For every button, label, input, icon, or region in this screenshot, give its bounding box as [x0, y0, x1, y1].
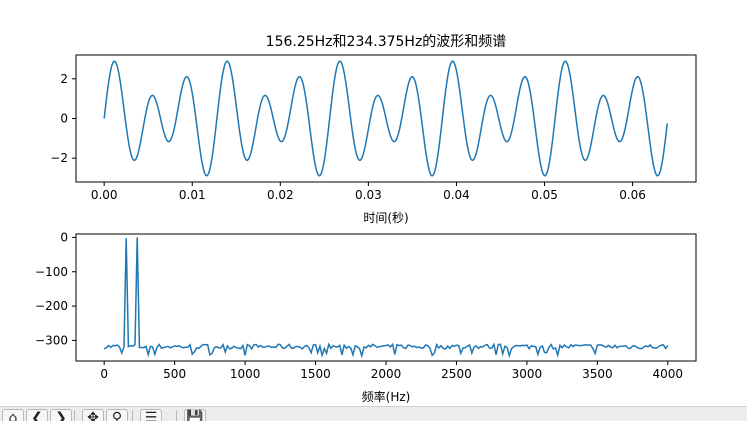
- forward-icon: ❯: [55, 410, 67, 421]
- waveform-xtick-label: 0.03: [355, 188, 382, 202]
- spectrum-xtick-label: 500: [163, 367, 186, 381]
- spectrum-xtick-label: 2500: [441, 367, 472, 381]
- waveform-axes-frame: [75, 54, 697, 183]
- zoom-button[interactable]: ⚲: [106, 409, 128, 421]
- configure-subplots-icon: ☰: [144, 410, 158, 421]
- spectrum-subplot: 0 500 1000 1500 2000 2500 3000 3500 4000 −300 −200…: [35, 230, 697, 404]
- spectrum-ytick-label: −200: [35, 299, 68, 313]
- waveform-xtick-label: 0.00: [91, 188, 118, 202]
- save-icon: 💾: [186, 410, 204, 421]
- home-button[interactable]: ⌂: [2, 409, 24, 421]
- waveform-xtick-label: 0.01: [179, 188, 206, 202]
- spectrum-axes-frame: [75, 233, 697, 362]
- spectrum-ytick-label: −100: [35, 265, 68, 279]
- waveform-xtick-label: 0.02: [267, 188, 294, 202]
- spectrum-series-line: [103, 237, 669, 359]
- waveform-series-line: [103, 60, 669, 177]
- waveform-title: 156.25Hz和234.375Hz的波形和频谱: [266, 34, 507, 50]
- waveform-xlabel: 时间(秒): [363, 211, 408, 225]
- spectrum-xtick-label: 1000: [230, 367, 261, 381]
- waveform-subplot: 156.25Hz和234.375Hz的波形和频谱 0.00 0.01 0.02 0.0…: [50, 34, 697, 225]
- waveform-xtick-label: 0.04: [443, 188, 470, 202]
- pan-button[interactable]: ✥: [82, 409, 104, 421]
- waveform-ytick-label: 2: [60, 72, 68, 86]
- spectrum-xtick-label: 1500: [300, 367, 331, 381]
- spectrum-xtick-label: 2000: [371, 367, 402, 381]
- waveform-ytick-label: −2: [50, 151, 68, 165]
- save-button[interactable]: 💾: [184, 409, 206, 421]
- back-button[interactable]: ❮: [26, 409, 48, 421]
- spectrum-ytick-label: −300: [35, 333, 68, 347]
- toolbar-separator: [132, 410, 133, 421]
- toolbar-separator: [74, 410, 75, 421]
- pan-icon: ✥: [87, 410, 99, 421]
- waveform-xtick-label: 0.06: [619, 188, 646, 202]
- waveform-xtick-label: 0.05: [531, 188, 558, 202]
- spectrum-ytick-label: 0: [60, 230, 68, 244]
- spectrum-xtick-label: 3000: [512, 367, 543, 381]
- toolbar-separator: [176, 410, 177, 421]
- configure-subplots-button[interactable]: ☰: [140, 409, 162, 421]
- forward-button[interactable]: ❯: [50, 409, 72, 421]
- figure-canvas: 156.25Hz和234.375Hz的波形和频谱 0.00 0.01 0.02 0.0…: [35, 34, 697, 404]
- home-icon: ⌂: [8, 410, 18, 421]
- spectrum-xtick-label: 4000: [653, 367, 684, 381]
- waveform-ytick-label: 0: [60, 112, 68, 126]
- navigation-toolbar: ⌂ ❮ ❯ ✥ ⚲ ☰ 💾: [0, 406, 747, 421]
- back-icon: ❮: [31, 410, 43, 421]
- spectrum-xtick-label: 3500: [582, 367, 613, 381]
- spectrum-xtick-label: 0: [100, 367, 108, 381]
- zoom-icon: ⚲: [111, 410, 123, 421]
- spectrum-xlabel: 频率(Hz): [362, 389, 411, 404]
